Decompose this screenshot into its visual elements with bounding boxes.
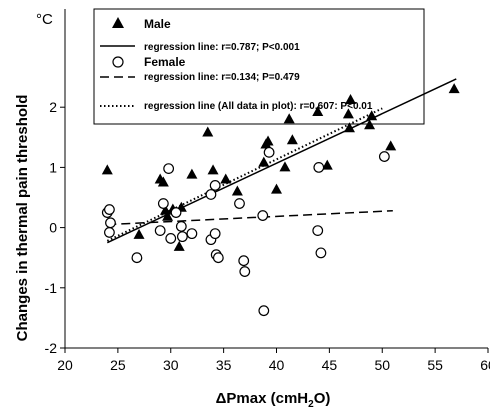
y-tick-label: 2 [49, 99, 57, 115]
male-point [283, 113, 295, 124]
x-tick-label: 25 [110, 357, 126, 373]
male-point [279, 161, 291, 172]
male-point [286, 134, 298, 145]
y-tick-label: 1 [49, 159, 57, 175]
data-points [101, 83, 460, 317]
male-point [271, 183, 282, 194]
legend-female-label: Female [144, 55, 186, 69]
male-point [202, 126, 214, 137]
legend-female-marker [112, 56, 124, 68]
female-point [313, 161, 325, 173]
female-point [154, 225, 166, 237]
female-point [239, 266, 251, 277]
female-point [205, 189, 217, 200]
female-point [234, 198, 245, 209]
male-point [312, 106, 324, 117]
legend-dashed-label: regression line: r=0.134; P=0.479 [144, 72, 300, 83]
regression-line-dotted [106, 107, 383, 242]
female-point [104, 227, 115, 238]
female-point [105, 217, 116, 229]
male-point [366, 110, 378, 121]
y-tick-label: 0 [49, 220, 57, 236]
x-tick-label: 55 [427, 357, 443, 373]
female-point [378, 151, 390, 162]
female-point [257, 210, 269, 221]
female-point [170, 207, 182, 218]
male-point [258, 156, 270, 167]
male-point [133, 228, 145, 239]
legend-solid-label: regression line: r=0.787; P<0.001 [144, 42, 300, 53]
x-tick-label: 60 [480, 357, 490, 373]
male-point [220, 173, 232, 184]
legend-male-label: Male [144, 17, 171, 31]
legend-dotted-label: regression line (All data in plot): r=0.… [144, 101, 373, 112]
legend-box [93, 8, 425, 125]
female-point [209, 228, 221, 240]
x-tick-label: 45 [322, 357, 338, 373]
x-tick-label: 30 [163, 357, 179, 373]
male-point [231, 185, 243, 196]
female-point [163, 163, 175, 175]
unit-label: °C [36, 11, 53, 28]
male-point [173, 240, 185, 251]
female-point [157, 198, 169, 209]
female-point [263, 146, 275, 158]
male-point [207, 164, 219, 175]
y-tick-label: -2 [45, 340, 58, 356]
male-point [364, 119, 376, 130]
female-point [312, 225, 324, 237]
male-point [157, 176, 169, 187]
female-point [104, 204, 115, 215]
y-tick-label: -1 [45, 280, 58, 296]
female-point [238, 255, 250, 267]
female-point [315, 247, 327, 259]
x-tick-label: 35 [216, 357, 232, 373]
x-tick-label: 50 [374, 357, 390, 373]
legend-male-marker [112, 17, 124, 28]
female-point [176, 231, 188, 243]
female-point [131, 252, 143, 264]
male-point [186, 168, 198, 179]
male-point [448, 83, 460, 94]
female-point [175, 220, 187, 232]
x-axis-label: ΔPmax (cmH2O) [216, 390, 331, 410]
x-tick-label: 20 [57, 357, 73, 373]
male-point [321, 159, 333, 170]
male-point [262, 135, 274, 146]
female-point [186, 228, 198, 240]
female-point [258, 305, 270, 317]
legend: Male regression line: r=0.787; P<0.001 F… [100, 17, 373, 112]
axis-ticks: 20 25 30 35 40 45 50 55 60 -2 -1 0 1 2 [45, 99, 490, 373]
male-point [101, 164, 113, 175]
male-point [342, 108, 354, 119]
female-point [209, 180, 221, 191]
female-point [165, 233, 177, 244]
male-point [162, 210, 174, 221]
male-point [385, 140, 397, 151]
male-point [345, 93, 357, 104]
y-axis-label: Changes in thermal pain threshold [14, 95, 31, 342]
female-point [212, 252, 224, 264]
x-tick-label: 40 [269, 357, 285, 373]
regression-line-dashed [107, 209, 393, 226]
male-point [343, 122, 355, 133]
